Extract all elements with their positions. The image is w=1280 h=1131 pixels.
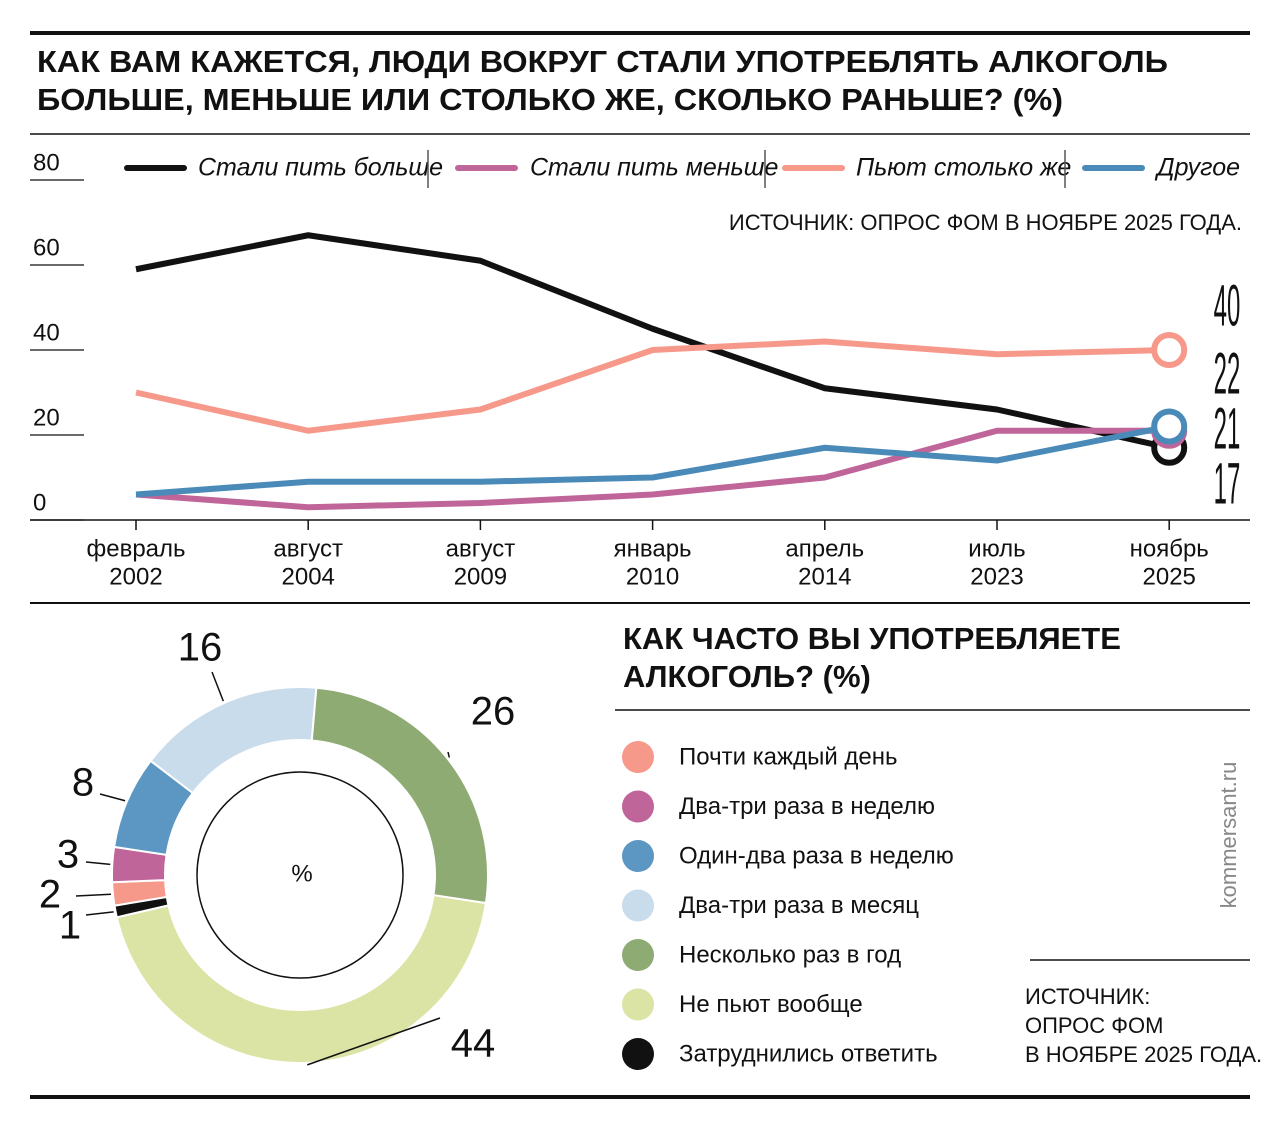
data-label: 40 <box>1214 274 1241 338</box>
x-tick-label: февраль <box>86 535 185 562</box>
x-tick-label: август <box>273 535 343 562</box>
donut-inner-ring <box>196 771 404 979</box>
center-label: % <box>291 860 312 887</box>
end-marker <box>1151 408 1188 445</box>
legend-swatch <box>622 939 654 971</box>
data-label: 3 <box>57 833 79 877</box>
legend-label: Два-три раза в месяц <box>679 892 919 919</box>
x-tick-label: 2025 <box>1143 563 1196 590</box>
legend-label: Два-три раза в неделю <box>679 793 935 820</box>
legend-label: Один-два раза в неделю <box>679 842 954 869</box>
x-tick-label: 2004 <box>282 563 335 590</box>
data-label: 21 <box>1214 397 1241 461</box>
legend-label: Пьют столько же <box>856 154 1071 182</box>
y-tick-label: 40 <box>33 319 60 346</box>
legend-label: Другое <box>1154 154 1240 182</box>
watermark: kommersant.ru <box>1216 762 1241 909</box>
legend-swatch <box>622 988 654 1021</box>
x-tick-label: 2009 <box>454 563 507 590</box>
y-tick-label: 60 <box>33 234 60 261</box>
x-tick-label: август <box>446 535 516 562</box>
donut-slice <box>113 895 170 919</box>
source: ОПРОС ФОМ <box>1025 1013 1163 1038</box>
legend-swatch <box>622 1038 654 1070</box>
legend-label: Почти каждый день <box>679 743 898 770</box>
y-tick-label: 80 <box>33 149 60 176</box>
data-label: 22 <box>1214 342 1241 406</box>
leader-line <box>85 861 111 866</box>
x-tick-label: ноябрь <box>1130 535 1209 562</box>
leader-line <box>307 1017 441 1066</box>
source: В НОЯБРЕ 2025 ГОДА. <box>1025 1042 1262 1067</box>
y-tick-label: 20 <box>33 404 60 431</box>
leader-line <box>99 793 126 802</box>
leader-line <box>447 751 451 758</box>
data-label: 1 <box>59 904 81 948</box>
legend-label: Стали пить меньше <box>530 154 778 182</box>
leader-line <box>211 671 225 702</box>
chart-title: КАК ВАМ КАЖЕТСЯ, ЛЮДИ ВОКРУГ СТАЛИ УПОТР… <box>37 44 1168 79</box>
source: ИСТОЧНИК: <box>1025 984 1150 1009</box>
data-label: 2 <box>39 873 61 917</box>
x-tick-label: 2023 <box>970 563 1023 590</box>
series-line <box>135 338 1170 434</box>
legend-swatch <box>622 790 654 823</box>
legend-swatch <box>622 741 654 773</box>
legend-label: Не пьют вообще <box>679 991 863 1018</box>
leader-line <box>85 911 114 916</box>
series-line <box>135 232 1170 451</box>
x-tick-label: апрель <box>785 535 864 562</box>
source: ИСТОЧНИК: ОПРОС ФОМ В НОЯБРЕ 2025 ГОДА. <box>729 210 1242 235</box>
chart-title: БОЛЬШЕ, МЕНЬШЕ ИЛИ СТОЛЬКО ЖЕ, СКОЛЬКО Р… <box>37 82 1063 117</box>
leader-line <box>75 893 112 897</box>
x-tick-label: 2010 <box>626 563 679 590</box>
data-label: 26 <box>471 690 516 734</box>
x-tick-label: январь <box>614 535 692 562</box>
series-line <box>135 423 1170 498</box>
x-tick-label: 2014 <box>798 563 851 590</box>
legend-swatch <box>622 840 654 872</box>
y-tick-label: 0 <box>33 489 46 516</box>
series-line <box>135 427 1170 511</box>
legend-label: Стали пить больше <box>198 154 443 182</box>
chart-title: КАК ЧАСТО ВЫ УПОТРЕБЛЯЕТЕ <box>623 621 1121 656</box>
end-marker <box>1151 332 1188 368</box>
chart-title: АЛКОГОЛЬ? (%) <box>623 659 871 694</box>
legend-label: Несколько раз в год <box>679 941 901 968</box>
legend-label: Затруднились ответить <box>679 1040 938 1067</box>
data-label: 8 <box>72 761 94 805</box>
data-label: 16 <box>178 626 223 670</box>
x-tick-label: июль <box>968 535 1025 562</box>
x-tick-label: 2002 <box>109 563 162 590</box>
data-label: 17 <box>1214 452 1241 516</box>
data-label: 44 <box>451 1022 496 1066</box>
donut-slice <box>115 894 488 1064</box>
legend-swatch <box>622 889 654 922</box>
